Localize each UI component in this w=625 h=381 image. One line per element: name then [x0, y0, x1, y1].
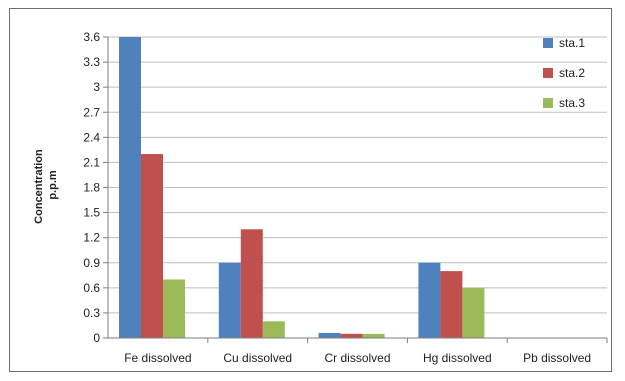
legend: sta.1 sta.2 sta.3: [543, 36, 585, 110]
legend-swatch-sta3: [543, 98, 553, 108]
y-tick-label: 2.4: [83, 130, 100, 144]
y-tick-label: 1.2: [83, 231, 100, 245]
bar-cr-dissolved-sta2: [340, 333, 363, 338]
chart-frame: [9, 8, 612, 372]
bar-fe-dissolved-sta2: [141, 154, 163, 338]
legend-label-sta2: sta.2: [559, 66, 585, 80]
bar-cu-dissolved-sta2: [240, 229, 263, 338]
y-tick-label: 3.6: [83, 30, 100, 44]
gridlines: [103, 36, 607, 339]
x-tick-label: Cr dissolved: [324, 351, 390, 365]
bar-cr-dissolved-sta3: [362, 333, 385, 338]
x-tick-label: Cu dissolved: [223, 351, 292, 365]
bar-cu-dissolved-sta1: [218, 262, 241, 338]
bar-fe-dissolved-sta1: [119, 37, 141, 338]
y-tick-label: 0: [93, 331, 100, 345]
y-tick-label: 3.3: [83, 55, 100, 69]
y-tick-label: 0.9: [83, 256, 100, 270]
y-tick-label: 1.8: [83, 181, 100, 195]
y-tick-label: 2.7: [83, 105, 100, 119]
bar-cu-dissolved-sta3: [262, 321, 285, 338]
legend-swatch-sta1: [543, 38, 553, 48]
y-tick-label: 3: [93, 80, 100, 94]
bar-cr-dissolved-sta1: [318, 332, 341, 338]
bar-hg-dissolved-sta3: [462, 287, 485, 338]
bar-fe-dissolved-sta3: [163, 279, 185, 338]
bar-hg-dissolved-sta1: [418, 262, 441, 338]
x-tick-label: Fe dissolved: [124, 351, 191, 365]
legend-label-sta1: sta.1: [559, 36, 585, 50]
legend-label-sta3: sta.3: [559, 96, 585, 110]
legend-swatch-sta2: [543, 68, 553, 78]
x-tick-labels: Fe dissolved Cu dissolved Cr dissolved Hg d…: [124, 351, 591, 365]
axes: [107, 37, 608, 343]
y-axis-title-line-1: Concentration: [33, 149, 45, 224]
y-tick-label: 0.3: [83, 306, 100, 320]
y-tick-label: 1.5: [83, 206, 100, 220]
x-tick-label: Hg dissolved: [423, 351, 492, 365]
x-tick-label: Pb dissolved: [523, 351, 591, 365]
y-tick-label: 2.1: [83, 155, 100, 169]
y-tick-label: 0.6: [83, 281, 100, 295]
bar-hg-dissolved-sta2: [440, 271, 463, 338]
y-tick-labels: 0 0.3 0.6 0.9 1.2 1.5 1.8 2.1 2.4 2.7 3 3.3 3.6: [83, 30, 100, 345]
bars: [119, 37, 485, 338]
y-axis-title: Concentration p.p.m: [33, 146, 59, 224]
y-axis-title-line-2: p.p.m: [47, 170, 59, 200]
